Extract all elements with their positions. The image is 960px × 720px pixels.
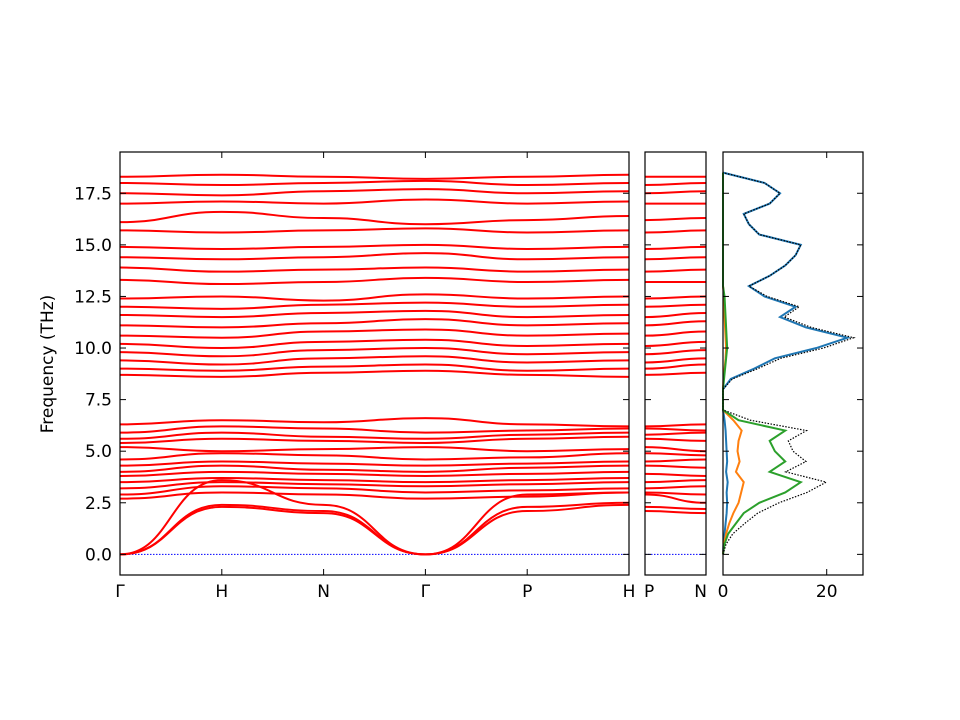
band-line [644, 479, 707, 484]
band-line [119, 252, 630, 261]
band-structure-panel: Γ H N Γ P H 0.0 2.5 5.0 7.5 10.0 12.5 15.0 17.5 [74, 151, 636, 602]
x-tick-label: 0 [718, 582, 729, 602]
band-line [644, 493, 707, 504]
dos-partial-curve [722, 172, 804, 555]
x-tick-label: P [522, 582, 532, 602]
band-line [644, 472, 707, 477]
x-tick-label: H [623, 582, 636, 602]
band-line [644, 268, 707, 273]
band-line [644, 229, 707, 234]
band-line [119, 179, 630, 187]
x-tick-label: N [694, 582, 707, 602]
x-tick-label: P [644, 582, 654, 602]
band-line [119, 338, 630, 350]
x-tick-label: Γ [115, 582, 125, 602]
band-line [644, 256, 707, 261]
dos-partial-curve [722, 171, 852, 555]
band-line [119, 328, 630, 339]
band-line [119, 210, 630, 226]
band-line [119, 435, 630, 444]
x-tick-label: N [317, 582, 330, 602]
y-tick-label: 0.0 [85, 545, 112, 565]
y-tick-label: 7.5 [85, 391, 112, 411]
y-tick-label: 5.0 [85, 442, 112, 462]
band-line [644, 357, 707, 364]
band-line [119, 460, 630, 467]
band-line [644, 464, 707, 469]
y-axis-label: Frequency (THz) [38, 295, 58, 434]
band-line [644, 303, 707, 308]
x-tick-label: Γ [421, 582, 431, 602]
dos-panel: 0 20 [718, 151, 864, 602]
plot-frame [722, 151, 864, 576]
band-line [119, 431, 630, 440]
y-tick-label: 2.5 [85, 494, 112, 514]
band-line [119, 301, 630, 310]
band-line [119, 470, 630, 477]
band-line [644, 491, 707, 496]
band-line [119, 477, 630, 484]
band-line [644, 371, 707, 376]
band-line [644, 452, 707, 457]
band-line [644, 245, 707, 250]
band-line [644, 510, 707, 515]
band-line [644, 427, 707, 432]
band-line [119, 363, 630, 372]
band-line [119, 464, 630, 473]
band-line [119, 369, 630, 378]
band-line [644, 330, 707, 337]
band-line [644, 311, 707, 319]
band-line [644, 423, 707, 428]
band-line [644, 505, 707, 510]
plot-frame [644, 151, 707, 576]
y-tick-label: 10.0 [74, 339, 112, 359]
band-line [644, 485, 707, 490]
band-line [119, 355, 630, 366]
x-tick-label: H [215, 582, 228, 602]
band-line [119, 227, 630, 234]
y-tick-label: 12.5 [74, 287, 112, 307]
band-line [644, 458, 707, 463]
band-line [119, 188, 630, 197]
band-line [119, 446, 630, 453]
band-line [644, 181, 707, 187]
y-tick-label: 17.5 [74, 184, 112, 204]
band-line [119, 347, 630, 358]
band-line [644, 340, 707, 347]
band-line [119, 173, 630, 180]
band-line [644, 295, 707, 300]
band-line [644, 349, 707, 356]
band-line [119, 293, 630, 302]
band-line [119, 266, 630, 273]
band-line [119, 318, 630, 329]
dos-total-curve [722, 172, 856, 555]
band-line [119, 276, 630, 286]
band-line [644, 446, 707, 453]
band-line [644, 190, 707, 195]
band-line [644, 431, 707, 436]
band-line [119, 243, 630, 250]
band-line [119, 481, 630, 490]
band-line [119, 425, 630, 434]
y-tick-label: 15.0 [74, 236, 112, 256]
band-line [119, 309, 630, 319]
band-line [119, 417, 630, 428]
plot-frame [119, 151, 630, 576]
band-line [644, 363, 707, 370]
band-line [119, 485, 630, 496]
band-line [644, 217, 707, 222]
band-line [119, 491, 630, 500]
band-line [644, 320, 707, 327]
band-line [119, 501, 630, 556]
band-line [119, 452, 630, 461]
band-line [119, 198, 630, 205]
band-line [644, 437, 707, 442]
x-tick-label: 20 [816, 582, 838, 602]
